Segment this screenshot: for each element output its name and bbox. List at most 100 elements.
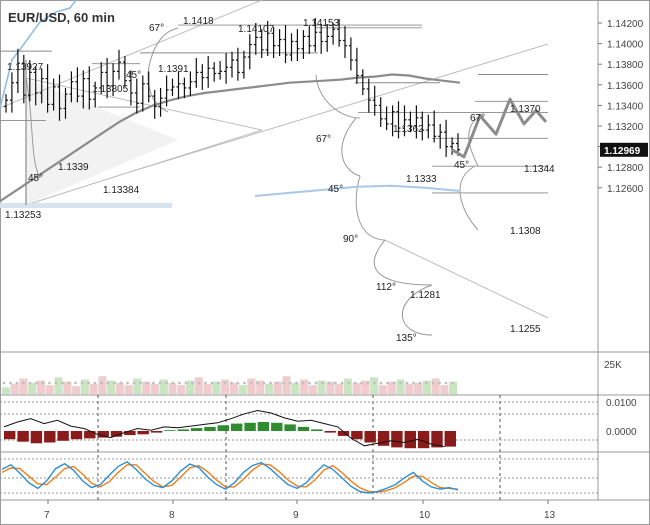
volume-bar bbox=[308, 385, 317, 395]
volume-dot bbox=[93, 381, 97, 385]
volume-dot bbox=[405, 381, 409, 385]
macd-bar bbox=[190, 428, 203, 431]
macd-bar bbox=[57, 431, 69, 441]
fan-lower-line bbox=[384, 239, 549, 319]
volume-bar bbox=[378, 385, 388, 395]
volume-bar bbox=[72, 386, 81, 395]
volume-dot bbox=[9, 381, 12, 385]
volume-dot bbox=[61, 381, 64, 385]
volume-dot bbox=[132, 381, 136, 385]
angle-label: 135° bbox=[396, 333, 417, 344]
volume-dot bbox=[191, 381, 194, 385]
volume-dot bbox=[67, 381, 71, 385]
volume-dot bbox=[152, 381, 155, 385]
volume-dot bbox=[340, 381, 344, 385]
volume-dot bbox=[210, 381, 214, 385]
moving-average-blue bbox=[254, 184, 460, 197]
volume-dot bbox=[256, 381, 259, 385]
volume-bar bbox=[107, 380, 116, 395]
volume-bar bbox=[133, 378, 142, 395]
level-label: 1.1333 bbox=[406, 174, 437, 185]
volume-dot bbox=[217, 381, 220, 385]
macd-bar bbox=[324, 431, 336, 433]
macd-bar bbox=[364, 431, 376, 443]
volume-bar bbox=[177, 385, 186, 395]
macd-bar bbox=[231, 423, 243, 431]
macd-bar bbox=[444, 431, 456, 447]
price-tick-label: 1.12600 bbox=[607, 184, 644, 195]
level-label: 1.13927 bbox=[7, 62, 44, 73]
macd-bar bbox=[70, 431, 83, 440]
volume-dot bbox=[243, 381, 246, 385]
volume-bar bbox=[247, 378, 256, 395]
level-label: 1.1308 bbox=[510, 226, 541, 237]
volume-dot bbox=[347, 381, 350, 385]
volume-bar bbox=[186, 380, 195, 395]
channel-upper-line bbox=[0, 0, 263, 109]
angle-label: 112° bbox=[376, 282, 396, 293]
macd-bar bbox=[17, 431, 29, 442]
price-tick-label: 1.13800 bbox=[607, 60, 644, 71]
volume-dot bbox=[249, 381, 253, 385]
level-label: 1.1391 bbox=[158, 64, 189, 75]
level-label: 1.13805 bbox=[92, 84, 129, 95]
volume-dot bbox=[15, 381, 19, 385]
volume-dot bbox=[74, 381, 77, 385]
macd-tick-label: 0.0000 bbox=[606, 427, 637, 438]
volume-dot bbox=[360, 381, 363, 385]
angle-label: 67° bbox=[316, 134, 331, 145]
volume-dot bbox=[113, 381, 116, 385]
macd-bar bbox=[84, 431, 96, 439]
volume-bar bbox=[396, 379, 405, 395]
volume-dot bbox=[334, 381, 337, 385]
volume-bar bbox=[19, 378, 28, 395]
level-label: 1.14153 bbox=[303, 18, 340, 29]
volume-dot bbox=[184, 381, 188, 385]
volume-dot bbox=[165, 381, 168, 385]
macd-bar bbox=[297, 426, 310, 431]
volume-dot bbox=[444, 381, 448, 385]
volume-dot bbox=[418, 381, 422, 385]
price-tick-label: 1.13200 bbox=[607, 122, 644, 133]
highlight-band bbox=[0, 203, 172, 208]
volume-bar bbox=[326, 381, 335, 395]
volume-dot bbox=[425, 381, 428, 385]
macd-bar bbox=[150, 431, 163, 433]
volume-dot bbox=[204, 381, 207, 385]
volume-dot bbox=[288, 381, 292, 385]
volume-dot bbox=[139, 381, 142, 385]
price-tick-label: 1.12800 bbox=[607, 163, 644, 174]
volume-bar bbox=[291, 382, 300, 395]
volume-bar bbox=[168, 382, 177, 395]
volume-bar bbox=[264, 383, 274, 395]
macd-bar bbox=[97, 431, 109, 438]
volume-bar bbox=[440, 385, 449, 395]
volume-bar bbox=[1, 387, 10, 395]
channel-lower-line bbox=[129, 43, 549, 173]
volume-dot bbox=[145, 381, 149, 385]
macd-line bbox=[3, 409, 445, 448]
price-tick-label: 1.13600 bbox=[607, 81, 644, 92]
volume-bar bbox=[63, 381, 72, 395]
angle-label: 67° bbox=[149, 23, 164, 34]
fan-arc bbox=[459, 165, 479, 231]
current-price-label: 1.12969 bbox=[604, 146, 641, 157]
volume-bar bbox=[431, 378, 440, 395]
stoch-k-line bbox=[1, 460, 459, 494]
moving-average-grey bbox=[0, 73, 461, 203]
time-tick-label: 9 bbox=[293, 510, 299, 521]
volume-bar bbox=[282, 376, 291, 395]
level-label: 1.1344 bbox=[524, 164, 555, 175]
macd-bar bbox=[391, 431, 403, 448]
time-tick-label: 8 bbox=[169, 510, 175, 521]
level-label: 1.1362 bbox=[393, 124, 424, 135]
volume-dot bbox=[119, 381, 123, 385]
macd-bar bbox=[404, 431, 416, 449]
triangle-fill bbox=[26, 78, 178, 205]
price-tick-label: 1.14000 bbox=[607, 40, 644, 51]
volume-bar bbox=[10, 383, 19, 395]
volume-bar bbox=[115, 382, 124, 395]
volume-bar bbox=[159, 379, 168, 395]
volume-bar bbox=[221, 379, 230, 395]
